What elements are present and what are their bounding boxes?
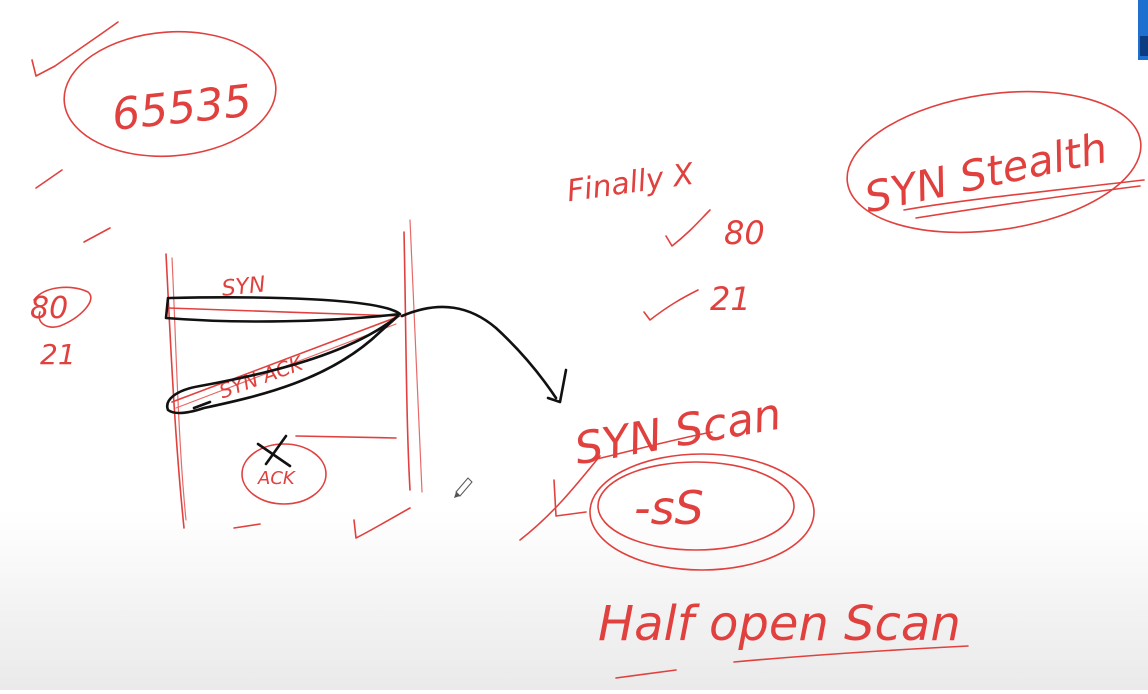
syn-stealth-underline [903,179,1145,211]
ack-line [295,435,397,439]
pointer-arrowhead [546,368,568,404]
scribble-over-80 [33,286,92,328]
down-arrow [519,455,601,541]
client-timeline [165,253,185,529]
ack-label: ACK [257,468,296,489]
syn-stealth-circle [846,90,1142,234]
checkmark-bottom [353,507,411,539]
checkmark-21 [643,289,699,321]
cross-mark [256,434,292,468]
loop-arrowhead [192,400,212,410]
highlight-loop [164,296,402,415]
client-timeline-shadow [171,257,187,521]
list-port-80: 80 [724,214,765,252]
half-open-tick [615,669,677,679]
left-port-80: 80 [30,291,68,326]
dash-mark [83,227,111,243]
syn-ack-label: SYN ACK [216,350,308,403]
half-open-underline [733,645,969,663]
finally-text: Finally X [565,157,698,210]
port-number-text: 65535 [110,76,255,141]
dash-mark [35,169,63,189]
app-logo [1138,0,1148,60]
pencil-cursor-icon [454,477,473,498]
list-port-21: 21 [710,280,751,318]
left-port-21: 21 [40,338,76,371]
syn-ack-line [171,315,401,403]
checkmark-top-left [31,21,119,77]
server-timeline [403,231,411,491]
flag-circle-inner [597,461,795,551]
checkmark-80 [665,209,711,247]
syn-stealth-underline-2 [915,185,1141,219]
dash-mark [233,523,261,529]
flag-text: -sS [634,481,704,535]
server-timeline-shadow [409,219,423,493]
flag-circle-outer [589,453,815,571]
half-open-text: Half open Scan [598,596,961,652]
down-arrowhead [553,479,587,517]
syn-line [167,307,401,317]
ack-circle [241,443,327,505]
port-circle [63,30,277,158]
pointer-arrow [400,305,558,400]
